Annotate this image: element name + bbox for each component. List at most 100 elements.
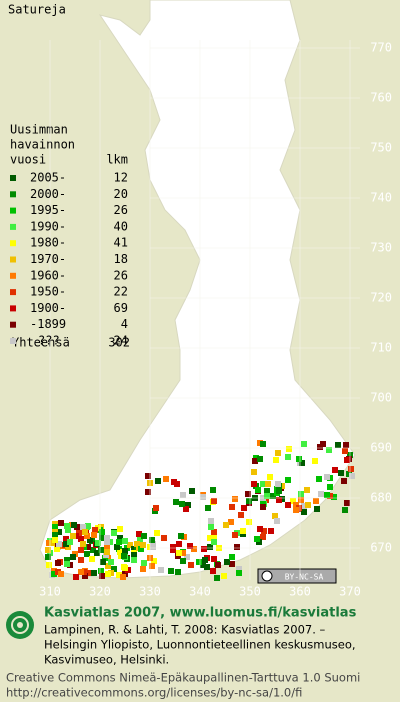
observation [134, 541, 140, 547]
observation [120, 574, 126, 580]
observation [117, 526, 123, 532]
license: http://creativecommons.org/licenses/by-n… [6, 686, 302, 700]
observation [52, 524, 58, 530]
observation [87, 537, 93, 543]
observation [56, 529, 62, 535]
observation [326, 447, 332, 453]
footer-heading: Kasviatlas 2007, www.luomus.fi/kasviatla… [44, 606, 357, 621]
legend-header: havainnon [10, 138, 75, 152]
observation [149, 563, 155, 569]
observation [63, 536, 69, 542]
observation [264, 493, 270, 499]
observation [155, 478, 161, 484]
legend-count-header: lkm [106, 153, 128, 167]
observation [173, 499, 179, 505]
finland-outline [39, 0, 356, 579]
observation [260, 441, 266, 447]
cc-badge: BY-NC-SA [257, 568, 337, 584]
observation [131, 552, 137, 558]
observation [299, 460, 305, 466]
observation [210, 568, 216, 574]
legend-label: 2000- [30, 187, 66, 201]
observation [122, 538, 128, 544]
observation [301, 503, 307, 509]
observation [78, 547, 84, 553]
observation [55, 560, 61, 566]
legend-count: 22 [114, 285, 128, 299]
observation [104, 539, 110, 545]
x-tick-label: 370 [339, 585, 361, 599]
legend-swatch [10, 272, 16, 279]
observation [189, 488, 195, 494]
observation [52, 532, 58, 538]
observation [191, 546, 197, 552]
observation [221, 573, 227, 579]
observation [208, 518, 214, 524]
observation [149, 537, 155, 543]
observation [293, 507, 299, 513]
observation [298, 491, 304, 497]
observation [241, 505, 247, 511]
observation [245, 491, 251, 497]
observation [100, 559, 106, 565]
observation [335, 442, 341, 448]
observation [332, 467, 338, 473]
observation [205, 505, 211, 511]
legend-swatch [10, 305, 16, 312]
observation [290, 498, 296, 504]
observation [251, 469, 257, 475]
observation [211, 498, 217, 504]
observation [210, 487, 216, 493]
observation [78, 557, 84, 563]
observation [63, 541, 69, 547]
observation [70, 533, 76, 539]
observation [298, 497, 304, 503]
observation [260, 481, 266, 487]
observation [122, 565, 128, 571]
observation [342, 507, 348, 513]
observation [175, 569, 181, 575]
legend-label: 1995- [30, 203, 66, 217]
observation [232, 496, 238, 502]
y-tick-label: 670 [370, 541, 392, 555]
observation [141, 533, 147, 539]
observation [246, 519, 252, 525]
observation [349, 473, 355, 479]
legend-label: 2005- [30, 171, 66, 185]
observation [268, 528, 274, 534]
observation [301, 509, 307, 515]
y-tick-label: 720 [370, 291, 392, 305]
observation [117, 549, 123, 555]
x-tick-label: 330 [139, 585, 161, 599]
license: Creative Commons Nimeä-Epäkaupallinen-Ta… [6, 671, 360, 685]
legend-header: vuosi [10, 153, 46, 167]
observation [64, 557, 70, 563]
y-tick-label: 760 [370, 91, 392, 105]
legend-count: 20 [114, 187, 128, 201]
title: Satureja [8, 3, 66, 17]
observation [140, 542, 146, 548]
observation [320, 441, 326, 447]
observation [267, 474, 273, 480]
observation [84, 533, 90, 539]
logo [6, 611, 34, 639]
observation [185, 502, 191, 508]
observation [305, 502, 311, 508]
observation [348, 466, 354, 472]
observation [211, 529, 217, 535]
observation [257, 526, 263, 532]
observation [161, 535, 167, 541]
observation [273, 457, 279, 463]
observation [261, 528, 267, 534]
observation [202, 557, 208, 563]
observation [270, 493, 276, 499]
observation [180, 550, 186, 556]
legend-swatch [10, 289, 16, 296]
observation [67, 539, 73, 545]
y-tick-label: 710 [370, 341, 392, 355]
observation [313, 498, 319, 504]
legend-label: 1900- [30, 301, 66, 315]
legend-count: 24 [114, 334, 128, 348]
observation [46, 562, 52, 568]
